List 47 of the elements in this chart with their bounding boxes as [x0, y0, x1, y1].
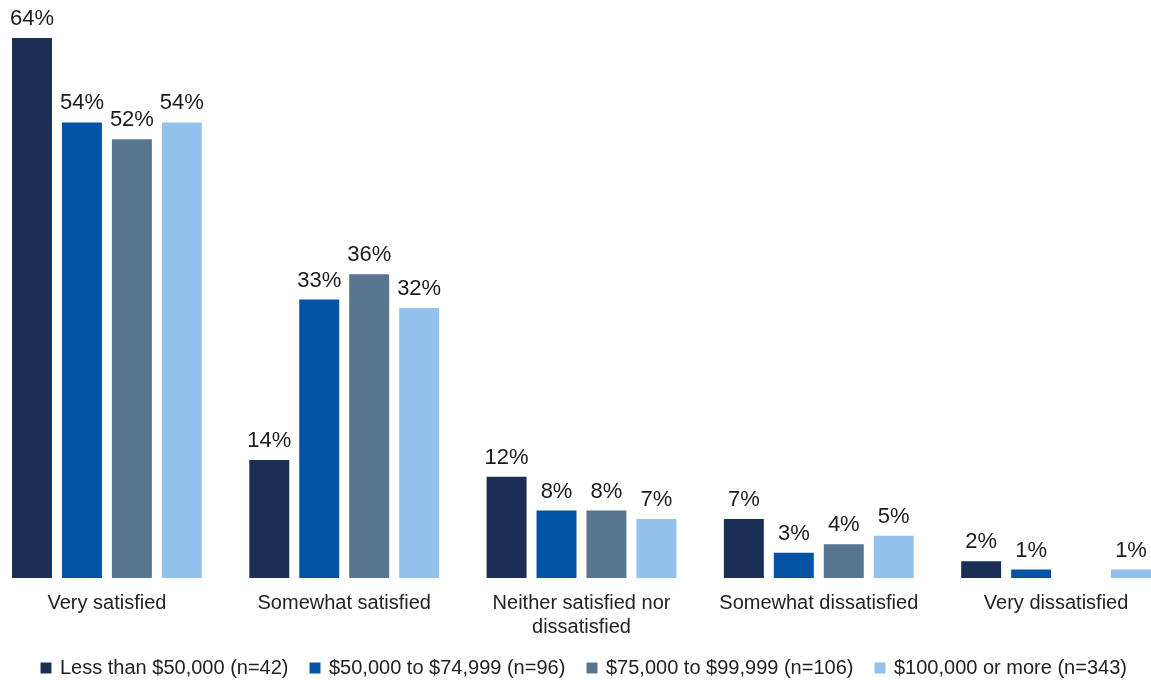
bar: [111, 139, 152, 578]
legend-label: $75,000 to $99,999 (n=106): [606, 656, 854, 678]
bar: [536, 510, 577, 578]
bar: [1111, 569, 1151, 578]
data-label: 1%: [1115, 536, 1147, 562]
bar: [1011, 569, 1052, 578]
legend-label: Less than $50,000 (n=42): [60, 656, 289, 678]
bar: [399, 308, 440, 578]
data-label: 2%: [965, 528, 998, 554]
x-tick-label: Somewhat satisfied: [257, 590, 431, 613]
data-label: 1%: [1015, 536, 1047, 562]
data-label: 8%: [540, 477, 573, 503]
data-label: 5%: [877, 502, 910, 528]
legend-label: $50,000 to $74,999 (n=96): [329, 656, 566, 678]
bar: [586, 510, 627, 578]
data-label: 8%: [590, 477, 623, 503]
data-label: 4%: [827, 511, 860, 537]
data-label: 32%: [397, 275, 442, 300]
data-label: 36%: [347, 241, 392, 267]
data-label: 52%: [109, 106, 154, 132]
data-label: 12%: [484, 443, 529, 469]
data-label: 54%: [59, 89, 104, 115]
bar: [873, 535, 914, 578]
data-label: 14%: [247, 426, 292, 452]
bar: [486, 476, 527, 578]
bar: [349, 274, 390, 578]
data-label: 7%: [727, 485, 760, 511]
x-tick-label: Very satisfied: [47, 590, 167, 613]
bar: [823, 544, 864, 578]
bar: [299, 299, 340, 578]
data-label: 54%: [159, 89, 204, 115]
data-label: 3%: [777, 519, 810, 545]
bar: [61, 122, 102, 578]
x-tick-label: Somewhat dissatisfied: [719, 590, 919, 613]
data-label: 64%: [9, 5, 55, 30]
bar: [636, 518, 677, 578]
bar: [773, 552, 814, 578]
data-label: 7%: [640, 485, 673, 511]
bar: [961, 561, 1002, 578]
x-tick-label: Neither satisfied nor dissatisfied: [492, 590, 671, 637]
bar: [249, 459, 290, 578]
x-tick-label: Very dissatisfied: [983, 590, 1129, 613]
bar: [161, 122, 202, 578]
legend-label: $100,000 or more (n=343): [894, 656, 1127, 678]
bar: [723, 518, 764, 578]
bar: [12, 38, 52, 578]
data-label: 33%: [297, 266, 342, 292]
